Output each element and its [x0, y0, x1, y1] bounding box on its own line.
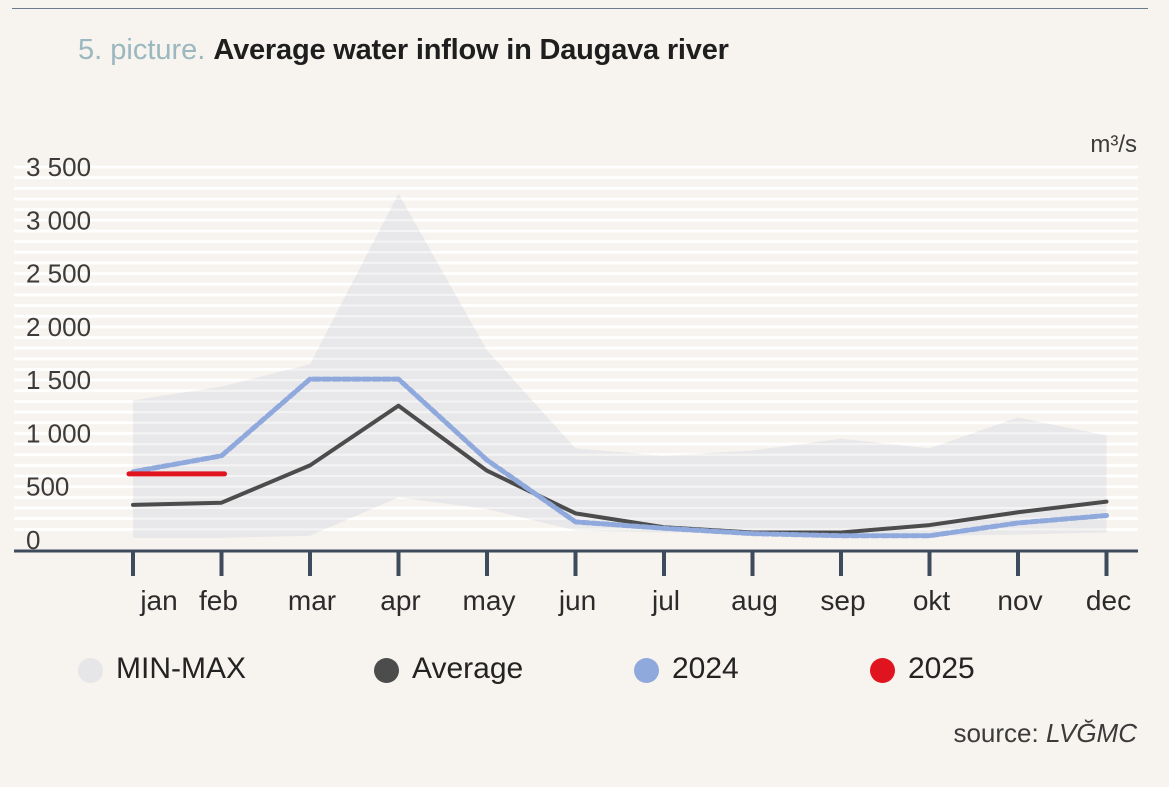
- legend-dot-average: [374, 658, 399, 683]
- title-text: Average water inflow in Daugava river: [213, 34, 729, 66]
- x-tick-label: sep: [820, 585, 865, 616]
- legend-label-2025: 2025: [908, 652, 975, 685]
- chart-title: 5. picture. Average water inflow in Daug…: [78, 34, 729, 67]
- x-tick-label: jan: [139, 585, 177, 616]
- legend-label-average: Average: [412, 652, 524, 685]
- y-tick-label: 3 000: [26, 205, 91, 235]
- legend-label-minmax: MIN-MAX: [116, 652, 246, 685]
- legend-dot-minmax: [78, 658, 103, 683]
- x-tick-label: nov: [997, 585, 1042, 616]
- legend-dot-2025: [870, 658, 895, 683]
- minmax-band: [133, 193, 1107, 538]
- series-line-2024: [130, 376, 1109, 539]
- x-tick-label: mar: [288, 585, 336, 616]
- x-tick-label: okt: [913, 585, 951, 616]
- top-rule: [12, 8, 1148, 9]
- title-prefix: 5. picture.: [78, 34, 206, 66]
- y-tick-label: 0: [26, 525, 40, 555]
- x-tick-label: feb: [199, 585, 238, 616]
- series-line-average: [131, 403, 1109, 535]
- x-tick-label: aug: [731, 585, 778, 616]
- source-note: source: LVĞMC: [953, 718, 1137, 749]
- y-tick-label: 1 500: [26, 365, 91, 395]
- x-tick-label: jun: [558, 585, 596, 616]
- y-tick-label: 1 000: [26, 418, 91, 448]
- unit-label: m³/s: [1090, 131, 1137, 158]
- source-label: source:: [953, 718, 1039, 748]
- x-tick-label: jul: [651, 585, 680, 616]
- x-tick-label: may: [463, 585, 516, 616]
- source-name: LVĞMC: [1045, 718, 1137, 748]
- y-tick-label: 2 500: [26, 259, 91, 289]
- legend-label-2024: 2024: [672, 652, 739, 685]
- x-tick-label: dec: [1086, 585, 1131, 616]
- legend-dot-2024: [634, 658, 659, 683]
- y-tick-label: 2 000: [26, 312, 91, 342]
- y-tick-label: 500: [26, 472, 69, 502]
- y-tick-label: 3 500: [26, 152, 91, 182]
- x-tick-label: apr: [380, 585, 420, 616]
